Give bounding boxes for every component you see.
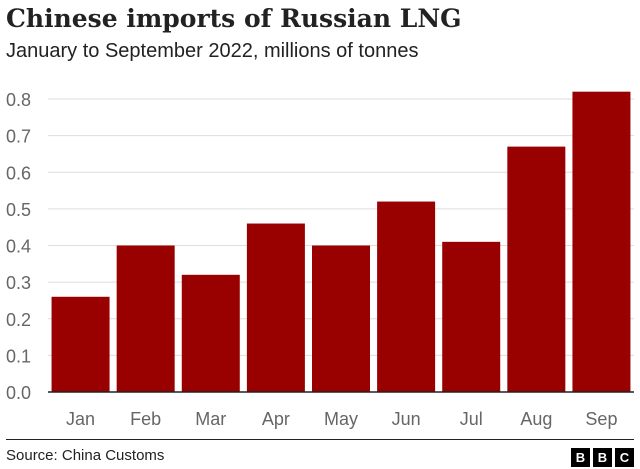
bar — [116, 245, 175, 392]
bar — [51, 296, 110, 392]
y-tick-label: 0.4 — [6, 237, 31, 257]
chart-subtitle: January to September 2022, millions of t… — [6, 40, 419, 62]
bbc-logo-block: B — [571, 448, 590, 467]
chart-title: Chinese imports of Russian LNG — [6, 4, 462, 33]
x-tick-label: Feb — [130, 409, 161, 429]
x-tick-label: Jun — [392, 409, 421, 429]
source-note: Source: China Customs — [6, 447, 165, 464]
bar — [377, 201, 436, 392]
x-tick-label: Aug — [520, 409, 552, 429]
x-tick-label: Sep — [585, 409, 617, 429]
y-tick-label: 0.7 — [6, 127, 31, 147]
y-tick-label: 0.3 — [6, 273, 31, 293]
y-tick-label: 0.8 — [6, 90, 31, 110]
bar — [507, 146, 566, 392]
x-tick-label: Jan — [66, 409, 95, 429]
x-tick-label: May — [324, 409, 358, 429]
bar — [181, 274, 240, 392]
bar — [572, 91, 631, 393]
y-tick-label: 0.5 — [6, 200, 31, 220]
x-tick-label: Apr — [262, 409, 290, 429]
y-tick-label: 0.2 — [6, 310, 31, 330]
bar — [312, 245, 370, 392]
y-tick-label: 0.0 — [6, 383, 31, 403]
bbc-logo-block: B — [593, 448, 612, 467]
footer-divider — [6, 439, 634, 440]
x-tick-label: Mar — [195, 409, 226, 429]
footer: Source: China Customs B B C — [0, 439, 640, 469]
y-tick-label: 0.6 — [6, 163, 31, 183]
y-tick-label: 0.1 — [6, 346, 31, 366]
x-tick-label: Jul — [460, 409, 483, 429]
bar — [246, 223, 305, 392]
bbc-logo: B B C — [571, 448, 634, 467]
bar — [442, 241, 501, 392]
bbc-logo-block: C — [615, 448, 634, 467]
